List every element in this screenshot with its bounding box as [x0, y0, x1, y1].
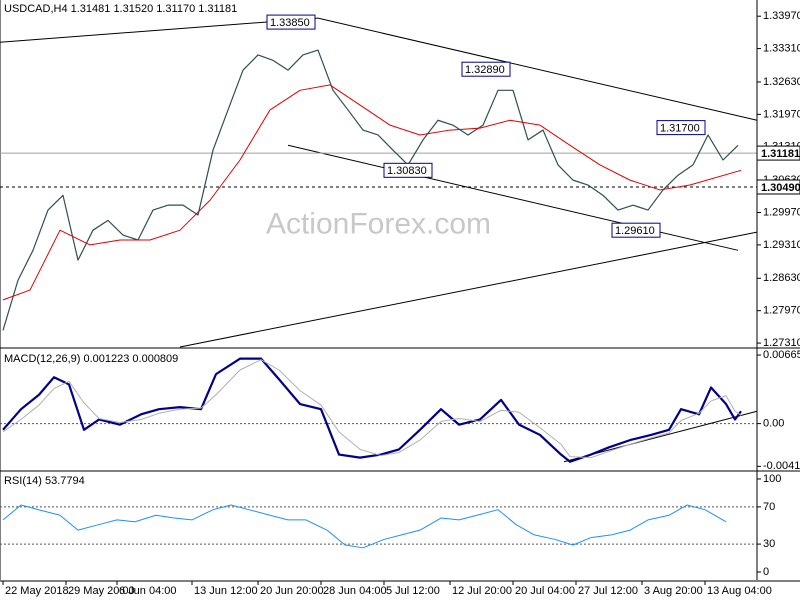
y-tick-label: 1.32630 [763, 76, 800, 88]
x-tick-label: 27 Jul 12:00 [578, 585, 638, 597]
y-tick-label: 1.29970 [763, 206, 800, 218]
x-tick-label: 22 May 2018 [5, 585, 69, 597]
annotation-label: 1.33850 [270, 17, 310, 29]
annotation-box [656, 120, 706, 136]
x-tick-label: 3 Aug 20:00 [644, 585, 703, 597]
price-box [756, 179, 800, 195]
y-tick-label: 0.00 [763, 418, 784, 430]
x-tick-label: 20 Jul 04:00 [515, 585, 575, 597]
y-tick-label: -0.004145 [763, 460, 800, 472]
series-line [2, 357, 742, 463]
trendline [317, 17, 758, 121]
x-tick-label: 13 Jun 12:00 [194, 585, 258, 597]
y-tick-label: 100 [763, 473, 781, 485]
x-tick-label: 5 Jul 12:00 [386, 585, 440, 597]
x-tick-label: 20 Jun 20:00 [260, 585, 324, 597]
y-tick-label: 1.29310 [763, 239, 800, 251]
panel-title: USDCAD,H4 1.31481 1.31520 1.31170 1.3118… [4, 3, 237, 15]
y-tick-label: 1.27970 [763, 305, 800, 317]
price-box-label: 1.30490 [761, 182, 800, 194]
trendline [179, 231, 758, 348]
annotation-label: 1.29610 [615, 225, 655, 237]
x-tick-label: 6 Jun 04:00 [119, 585, 177, 597]
series-line [2, 49, 739, 331]
annotation-box [266, 14, 316, 30]
series-line [2, 84, 742, 301]
panel-title: MACD(12,26,9) 0.001223 0.000809 [4, 353, 178, 365]
series-line [2, 359, 742, 459]
y-tick-label: 0.006651 [763, 349, 800, 361]
x-tick-label: 13 Aug 04:00 [707, 585, 772, 597]
y-tick-label: 1.27310 [763, 337, 800, 349]
y-tick-label: 1.33310 [763, 42, 800, 54]
annotation-box [461, 61, 511, 77]
price-box-label: 1.31181 [761, 148, 800, 160]
watermark: ActionForex.com [266, 207, 491, 240]
y-tick-label: 1.31970 [763, 108, 800, 120]
panel-title: RSI(14) 53.7794 [4, 475, 85, 487]
series-line [2, 504, 727, 549]
annotation-label: 1.31700 [660, 123, 700, 135]
x-tick-label: 12 Jul 20:00 [452, 585, 512, 597]
trendline [0, 17, 319, 43]
annotation-label: 1.30830 [387, 165, 427, 177]
y-tick-label: 70 [763, 501, 775, 513]
price-box [756, 145, 800, 161]
y-tick-label: 1.28630 [763, 272, 800, 284]
y-tick-label: 0 [763, 566, 769, 578]
annotation-box [383, 162, 433, 178]
y-tick-label: 1.33970 [763, 10, 800, 22]
annotation-box [611, 222, 661, 238]
x-tick-label: 29 May 20:00 [68, 585, 135, 597]
annotation-label: 1.32890 [465, 64, 505, 76]
trendline [287, 144, 739, 251]
x-tick-label: 28 Jun 04:00 [323, 585, 387, 597]
y-tick-label: 30 [763, 538, 775, 550]
